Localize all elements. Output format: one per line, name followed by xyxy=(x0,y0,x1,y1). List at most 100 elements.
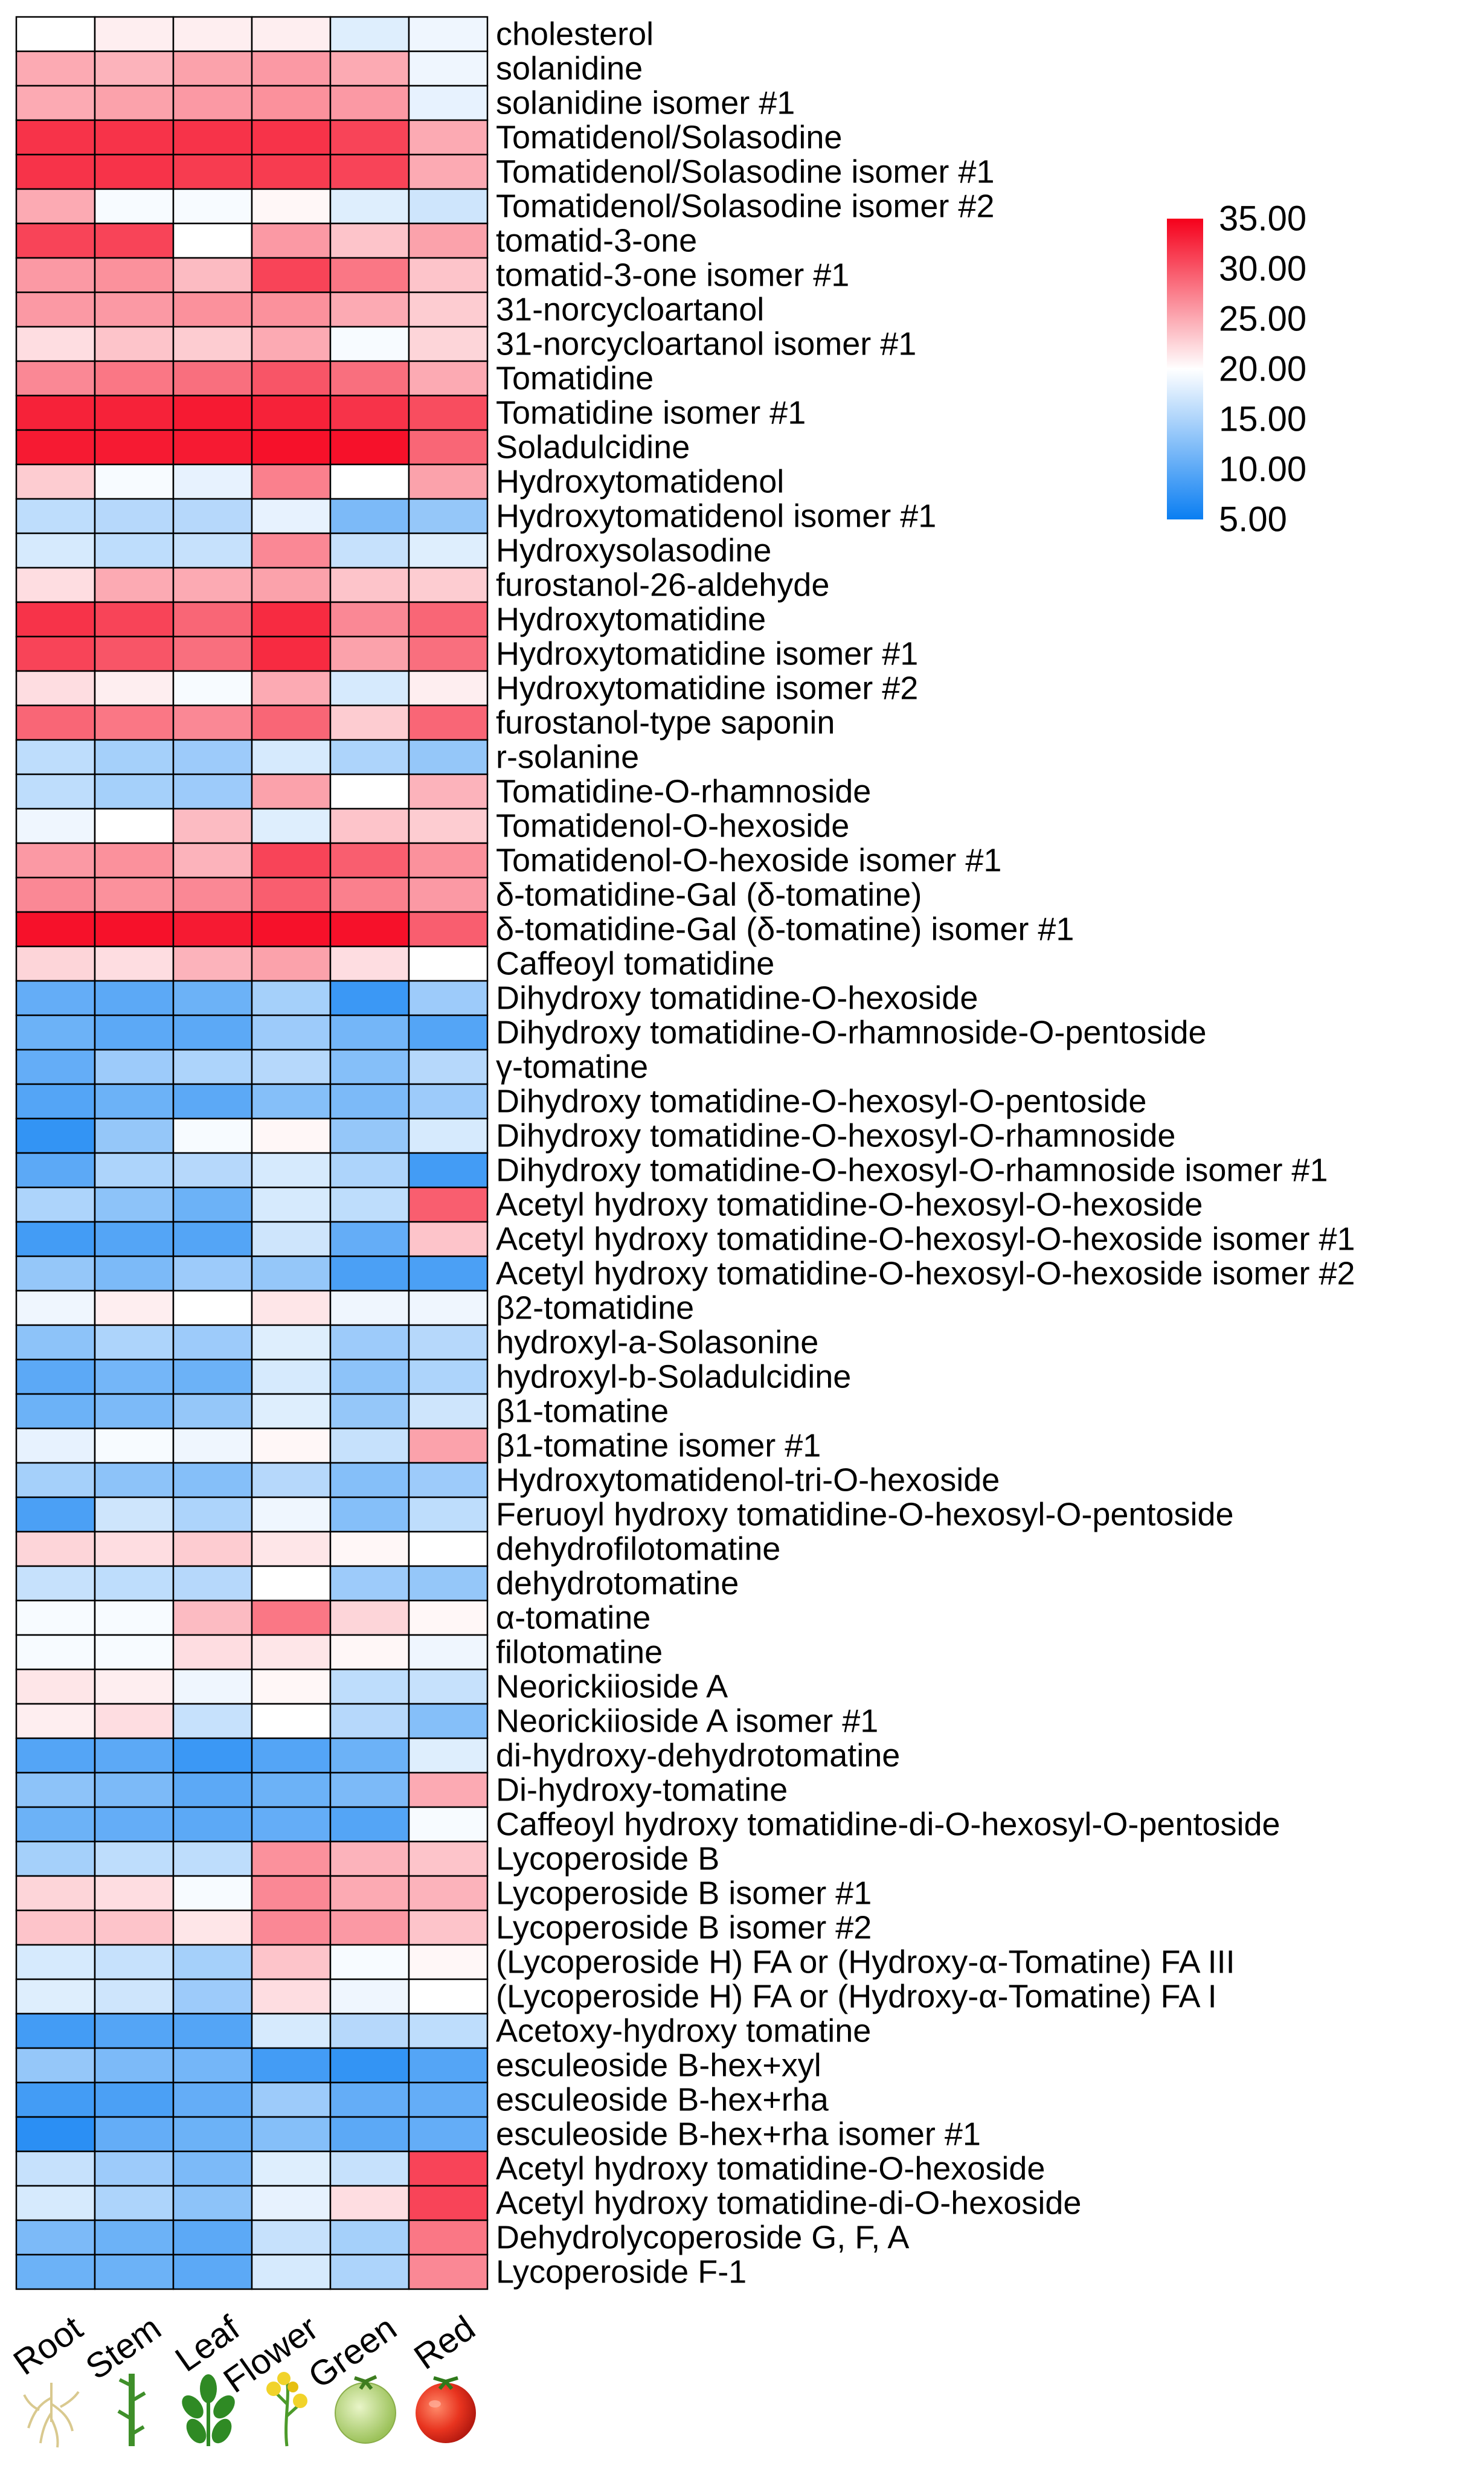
heatmap-cell xyxy=(251,601,332,638)
heatmap-cell xyxy=(408,2012,489,2049)
colorbar-tick-label: 10.00 xyxy=(1219,450,1306,489)
row-label: hydroxyl-a-Solasonine xyxy=(496,1325,818,1361)
heatmap-cell xyxy=(172,1186,253,1223)
row-label: Soladulcidine xyxy=(496,429,690,466)
heatmap-cell xyxy=(15,876,96,913)
heatmap-cell xyxy=(94,1909,175,1946)
heatmap-cell xyxy=(408,2219,489,2256)
heatmap-cell xyxy=(329,1634,410,1671)
heatmap-cell xyxy=(94,50,175,87)
row-label: Acetyl hydroxy tomatidine-O-hexoside xyxy=(496,2151,1045,2187)
heatmap-cell xyxy=(94,1565,175,1602)
heatmap-cell xyxy=(251,945,332,982)
heatmap-cell xyxy=(408,326,489,362)
heatmap-cell xyxy=(408,704,489,741)
heatmap-cell xyxy=(172,1255,253,1292)
heatmap-cell xyxy=(408,257,489,294)
heatmap-cell xyxy=(15,463,96,500)
heatmap-cell xyxy=(251,1393,332,1430)
heatmap-cell xyxy=(15,704,96,741)
heatmap-cell xyxy=(251,498,332,535)
heatmap-cell xyxy=(329,601,410,638)
heatmap-cell xyxy=(172,567,253,603)
heatmap-cell xyxy=(408,1840,489,1877)
heatmap-cell xyxy=(251,1221,332,1258)
heatmap-cell xyxy=(94,222,175,259)
heatmap-cell xyxy=(408,1393,489,1430)
heatmap-cell xyxy=(15,153,96,190)
heatmap-cell xyxy=(251,670,332,707)
heatmap-cell xyxy=(251,2116,332,2153)
heatmap-cell xyxy=(408,808,489,844)
row-label: δ-tomatidine-Gal (δ-tomatine) isomer #1 xyxy=(496,911,1074,948)
heatmap-cell xyxy=(15,1083,96,1120)
heatmap-cell xyxy=(329,119,410,156)
heatmap-cell xyxy=(408,1290,489,1326)
row-label: Lycoperoside F-1 xyxy=(496,2254,747,2290)
heatmap-cell xyxy=(172,119,253,156)
heatmap-cell xyxy=(94,1255,175,1292)
row-label: tomatid-3-one xyxy=(496,223,697,259)
heatmap-cell xyxy=(94,257,175,294)
heatmap-cell xyxy=(329,1358,410,1395)
row-label: furostanol-type saponin xyxy=(496,705,835,741)
heatmap-cell xyxy=(15,842,96,879)
heatmap-cell xyxy=(408,1221,489,1258)
heatmap-cell xyxy=(15,2150,96,2187)
heatmap-cell xyxy=(251,1875,332,1912)
heatmap-cell xyxy=(172,2081,253,2118)
row-label: Tomatidine-O-rhamnoside xyxy=(496,774,871,810)
row-label: Acetoxy-hydroxy tomatine xyxy=(496,2013,871,2049)
heatmap-cell xyxy=(15,567,96,603)
heatmap-cell xyxy=(172,1324,253,1361)
stem-icon xyxy=(117,2374,146,2446)
heatmap-cell xyxy=(172,1875,253,1912)
heatmap-cell xyxy=(329,1840,410,1877)
heatmap-cell xyxy=(408,1427,489,1464)
heatmap-cell xyxy=(251,1531,332,1567)
heatmap-cell xyxy=(15,1978,96,2015)
row-label: Dihydroxy tomatidine-O-hexosyl-O-rhamnos… xyxy=(496,1118,1175,1154)
row-label: Neorickiioside A isomer #1 xyxy=(496,1703,878,1739)
heatmap-cell xyxy=(172,1014,253,1051)
heatmap-cell xyxy=(251,394,332,431)
heatmap-cell xyxy=(15,1806,96,1843)
row-label: Tomatidine isomer #1 xyxy=(496,395,806,431)
heatmap-cell xyxy=(15,2185,96,2221)
colorbar-tick-label: 15.00 xyxy=(1219,400,1306,439)
heatmap-cell xyxy=(94,394,175,431)
row-label: Acetyl hydroxy tomatidine-O-hexosyl-O-he… xyxy=(496,1256,1355,1292)
heatmap-cell xyxy=(94,876,175,913)
heatmap-cell xyxy=(94,808,175,844)
heatmap-cell xyxy=(251,2185,332,2221)
row-label: hydroxyl-b-Soladulcidine xyxy=(496,1359,851,1395)
heatmap-cell xyxy=(251,1909,332,1946)
heatmap-cell xyxy=(172,704,253,741)
heatmap-cell xyxy=(94,463,175,500)
heatmap-cell xyxy=(94,704,175,741)
heatmap-cell xyxy=(408,2116,489,2153)
heatmap-cell xyxy=(15,2081,96,2118)
heatmap-cell xyxy=(94,1978,175,2015)
heatmap-cell xyxy=(251,326,332,362)
heatmap-cell xyxy=(15,326,96,362)
heatmap-cell xyxy=(251,635,332,672)
heatmap-cell xyxy=(251,257,332,294)
heatmap-cell xyxy=(94,2219,175,2256)
heatmap-cell xyxy=(329,463,410,500)
heatmap-cell xyxy=(94,1427,175,1464)
heatmap-cell xyxy=(329,1599,410,1636)
colorbar-tick-label: 30.00 xyxy=(1219,249,1306,289)
heatmap-cell xyxy=(15,1358,96,1395)
heatmap-cell xyxy=(251,1668,332,1705)
heatmap-cell xyxy=(329,1186,410,1223)
heatmap-cell xyxy=(251,1358,332,1395)
heatmap-cell xyxy=(251,1599,332,1636)
heatmap-cell xyxy=(172,463,253,500)
colorbar-tick-label: 35.00 xyxy=(1219,199,1306,239)
row-label: Hydroxytomatidenol xyxy=(496,464,784,500)
heatmap-cell xyxy=(172,2185,253,2221)
heatmap-cell xyxy=(251,1014,332,1051)
heatmap-cell xyxy=(408,567,489,603)
heatmap-cell xyxy=(251,1978,332,2015)
